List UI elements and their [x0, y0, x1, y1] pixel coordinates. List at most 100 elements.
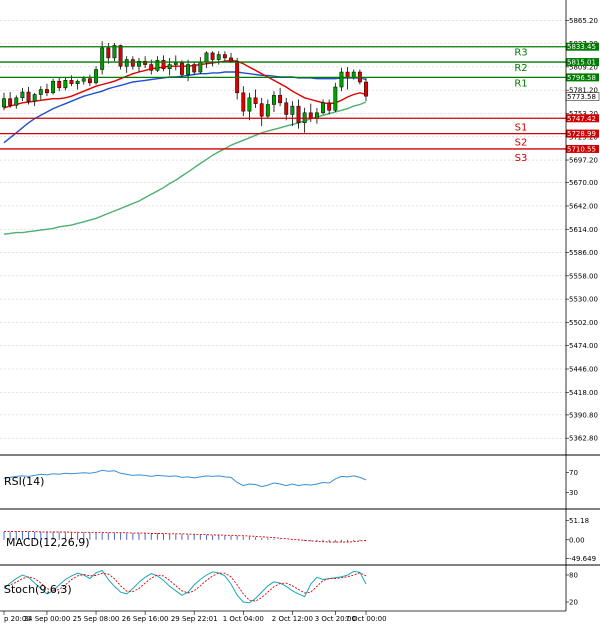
level-value-tag — [566, 58, 599, 67]
level-name-s1: S1 — [515, 122, 528, 133]
price-tick-label: 5781.20 — [569, 87, 598, 95]
candle-bullish — [100, 47, 105, 70]
candle-bearish — [26, 91, 31, 102]
candle-bullish — [321, 102, 325, 114]
indicator-tick-label: 51.18 — [569, 517, 589, 525]
time-tick-label: 25 Sep 08:00 — [73, 615, 120, 623]
candle-bullish — [339, 71, 344, 88]
time-tick-label: 7 Oct 00:00 — [345, 615, 386, 623]
price-tick-label: 5809.20 — [569, 63, 598, 71]
stoch-signal-line — [3, 572, 367, 602]
macd-signal-line — [4, 531, 367, 543]
indicator-tick-label: 70 — [569, 469, 578, 477]
price-tick-label: 5642.00 — [569, 202, 598, 210]
candle-bullish — [216, 54, 221, 60]
time-tick-label: p 20:00 — [4, 615, 31, 623]
candle-bullish — [81, 78, 86, 82]
candle-bullish — [265, 104, 270, 117]
candle-bullish — [272, 95, 276, 105]
candle-bearish — [69, 80, 74, 84]
price-tick-label: 5362.80 — [569, 435, 598, 443]
price-tick-label: 5446.00 — [569, 365, 598, 373]
candle-bearish — [143, 60, 148, 65]
candle-bearish — [210, 52, 215, 60]
level-value-r2: 5815.01 — [567, 59, 596, 67]
price-tick-label: 5865.20 — [569, 17, 598, 25]
stoch-title: Stoch(9,6,3) — [4, 583, 72, 596]
level-name-r3: R3 — [514, 48, 527, 59]
candle-bullish — [186, 64, 191, 75]
candle-bearish — [278, 95, 283, 104]
stoch-main-line — [3, 569, 367, 604]
time-tick-label: 1 Oct 04:00 — [223, 615, 264, 623]
candle-bearish — [192, 64, 197, 73]
candle-bearish — [8, 98, 13, 106]
candle-bullish — [38, 89, 43, 95]
candle-bearish — [259, 103, 264, 117]
price-tick-label: 5390.80 — [569, 411, 598, 419]
macd-panel: 51.18 0.00 -49.649 MACD(12,26,9) — [3, 517, 596, 563]
candle-bullish — [75, 80, 80, 84]
candle-bearish — [130, 59, 135, 67]
level-value-tag — [566, 129, 599, 138]
candle-bearish — [241, 92, 246, 112]
candle-bearish — [284, 102, 289, 115]
stoch-panel: 80 20 Stoch(9,6,3) — [3, 569, 578, 607]
candle-bullish — [20, 91, 25, 99]
price-tick-label: 5558.00 — [569, 272, 598, 280]
time-tick-label: 3 Oct 20:00 — [315, 615, 356, 623]
candle-bearish — [87, 78, 92, 84]
candle-bullish — [63, 80, 68, 89]
level-value-tag — [566, 42, 599, 51]
price-tick-label: 5697.20 — [569, 157, 598, 165]
candle-bullish — [94, 69, 98, 84]
rsi-title: RSI(14) — [4, 475, 44, 488]
candle-bullish — [2, 98, 6, 108]
candle-bearish — [296, 105, 301, 124]
level-name-r2: R2 — [514, 63, 527, 74]
rsi-panel: 70 30 RSI(14) — [3, 469, 578, 497]
price-panel: 5865.205837.305809.205781.205753.205725.… — [0, 17, 600, 443]
candle-bearish — [253, 97, 258, 104]
chart-frame — [0, 0, 600, 612]
time-tick-label: 2 Oct 12:00 — [272, 615, 313, 623]
price-tick-label: 5418.00 — [569, 389, 598, 397]
candle-bearish — [118, 45, 123, 67]
candle-bearish — [106, 47, 111, 59]
candle-bullish — [167, 64, 172, 69]
candle-bullish — [247, 97, 252, 112]
time-tick-label: 24 Sep 00:00 — [24, 615, 71, 623]
level-value-s2: 5728.99 — [567, 130, 596, 138]
rsi-line — [3, 469, 367, 488]
level-value-s1: 5747.42 — [567, 115, 596, 123]
candle-bullish — [14, 97, 19, 106]
candle-bullish — [290, 105, 295, 115]
indicator-tick-label: 20 — [569, 599, 578, 607]
price-tick-label: 5586.00 — [569, 249, 598, 257]
time-tick-label: 29 Sep 22:01 — [171, 615, 218, 623]
indicator-tick-label: 80 — [569, 572, 578, 580]
candle-bullish — [112, 45, 117, 59]
price-tick-label: 5753.20 — [569, 110, 598, 118]
level-value-tag — [566, 73, 599, 82]
indicator-tick-label: 30 — [569, 489, 578, 497]
level-value-r1: 5796.58 — [567, 74, 596, 82]
level-name-r1: R1 — [514, 78, 527, 89]
candle-bullish — [124, 59, 129, 67]
level-value-tag — [566, 114, 599, 123]
candle-bullish — [51, 80, 56, 94]
level-value-s3: 5710.55 — [567, 145, 596, 153]
candle-bullish — [198, 61, 203, 73]
price-tick-label: 5614.00 — [569, 226, 598, 234]
candle-bearish — [327, 102, 332, 111]
price-tick-label: 5670.00 — [569, 179, 598, 187]
current-price-label: 5773.58 — [567, 93, 596, 101]
candle-bearish — [57, 80, 62, 89]
candle-bearish — [222, 54, 227, 59]
ma-red-line — [3, 59, 367, 109]
candle-bullish — [32, 94, 37, 102]
level-value-r3: 5833.45 — [567, 43, 596, 51]
